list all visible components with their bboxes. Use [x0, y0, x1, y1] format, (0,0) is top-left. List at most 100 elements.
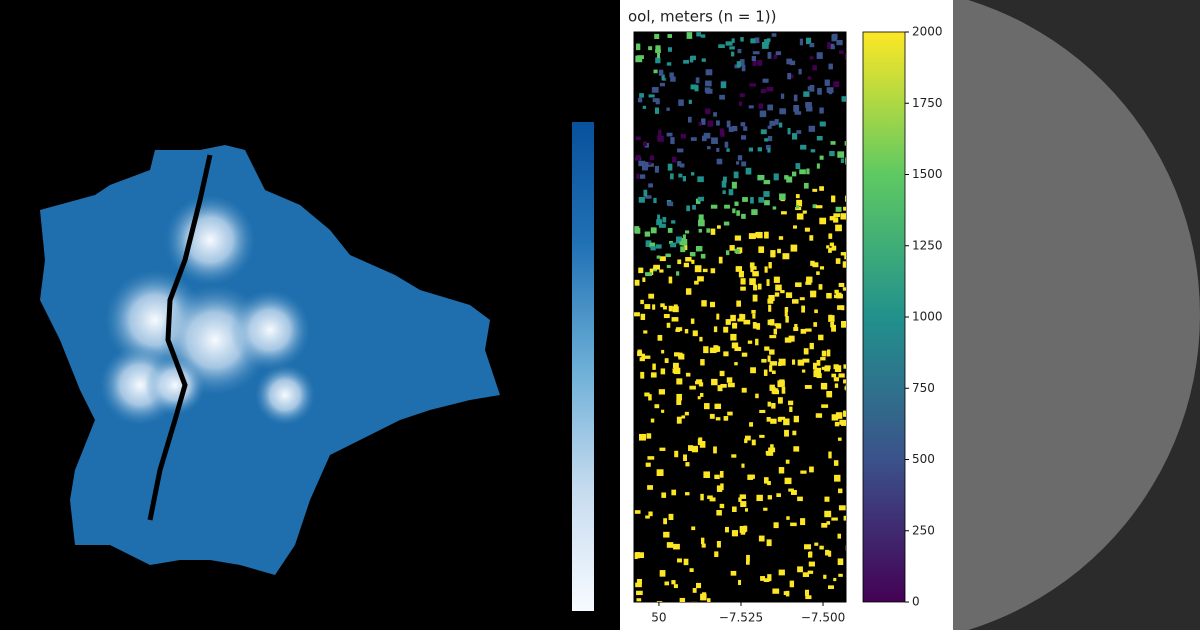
point [648, 293, 655, 299]
point [700, 253, 706, 259]
point [824, 367, 830, 372]
point [815, 205, 823, 209]
point [644, 392, 650, 397]
point [635, 154, 641, 161]
point [800, 328, 807, 334]
point [827, 585, 834, 589]
point [654, 165, 659, 173]
point [660, 303, 665, 308]
point [752, 51, 760, 55]
point [767, 148, 771, 153]
point [721, 180, 727, 188]
point [726, 120, 731, 128]
point [740, 528, 746, 535]
point [640, 299, 644, 305]
point [715, 346, 721, 352]
point [805, 37, 812, 45]
point [770, 361, 778, 366]
point [686, 32, 693, 39]
point [784, 429, 789, 437]
point [668, 276, 673, 284]
point [725, 319, 731, 325]
point [728, 189, 734, 196]
point [816, 271, 820, 275]
point [835, 206, 842, 212]
point [676, 378, 683, 385]
point [828, 314, 833, 319]
point [767, 125, 772, 129]
point [780, 211, 787, 215]
point [764, 266, 768, 273]
point [752, 294, 758, 302]
point [638, 196, 645, 203]
point [689, 568, 694, 573]
point [818, 334, 824, 341]
point [734, 201, 739, 206]
point [640, 313, 646, 320]
point [795, 194, 800, 199]
point [639, 357, 645, 362]
point [828, 315, 835, 322]
point [730, 314, 736, 322]
point [764, 346, 770, 351]
point [646, 433, 652, 439]
point [741, 161, 747, 167]
point [831, 414, 839, 421]
point [769, 335, 777, 339]
point [843, 379, 846, 384]
point [759, 409, 766, 414]
point [767, 135, 773, 142]
point [685, 372, 691, 377]
point [690, 601, 698, 602]
point [793, 327, 799, 332]
point [837, 558, 844, 566]
point [809, 84, 815, 92]
point [778, 122, 783, 128]
point [648, 511, 653, 517]
point [814, 309, 818, 314]
point [808, 561, 815, 567]
point [744, 438, 748, 444]
point [795, 205, 800, 209]
point [752, 322, 757, 329]
point [750, 367, 756, 374]
point [700, 493, 704, 501]
point [768, 447, 776, 453]
point [732, 506, 737, 513]
point [697, 396, 701, 400]
point [719, 94, 725, 100]
point [771, 370, 776, 374]
point [667, 47, 672, 52]
point [840, 213, 846, 220]
point [655, 49, 661, 53]
point [657, 335, 663, 341]
point [664, 581, 670, 586]
point [804, 544, 812, 550]
point [667, 201, 674, 207]
point [783, 418, 790, 426]
point [657, 52, 661, 58]
point [734, 346, 742, 352]
point [741, 213, 746, 219]
point [770, 444, 774, 448]
point [791, 359, 796, 365]
point [829, 242, 835, 247]
point [831, 517, 838, 521]
point [820, 382, 828, 390]
point [726, 148, 730, 152]
point [645, 462, 651, 467]
point [724, 526, 729, 533]
glow [230, 290, 310, 370]
point [764, 138, 769, 142]
point [731, 530, 738, 537]
point [841, 421, 846, 426]
point [838, 573, 843, 577]
point [775, 284, 782, 291]
point [812, 262, 819, 268]
point [720, 383, 727, 388]
point [709, 301, 716, 308]
point [647, 485, 653, 490]
point [710, 228, 716, 235]
point [738, 270, 744, 278]
point [766, 416, 771, 422]
